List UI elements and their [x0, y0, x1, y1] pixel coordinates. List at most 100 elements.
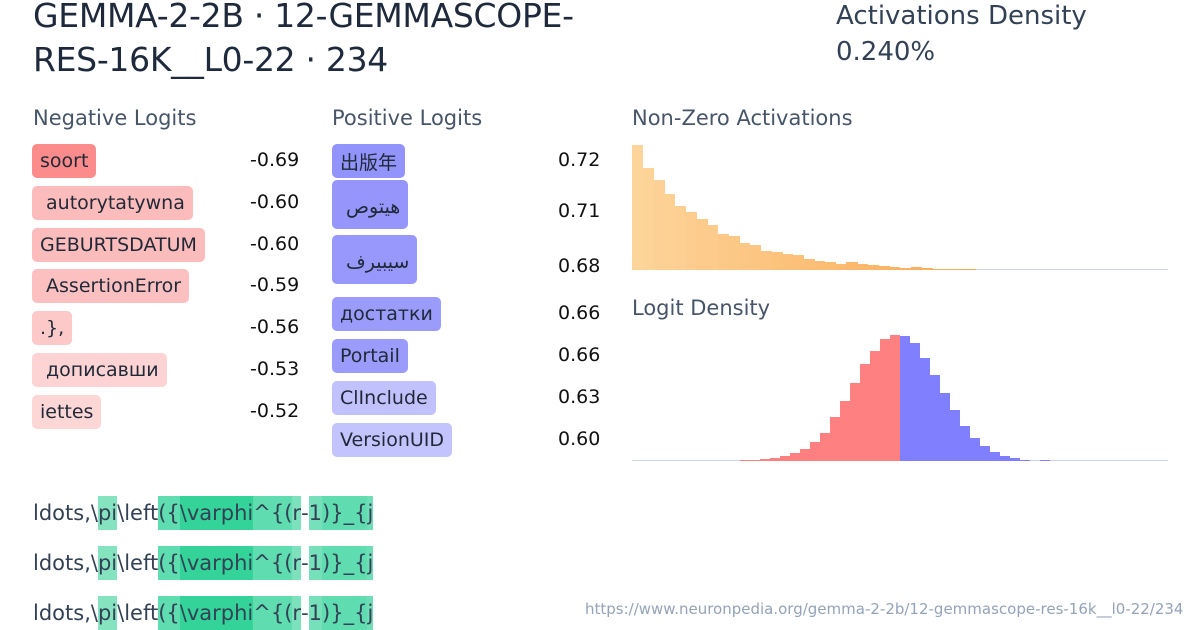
histogram-bar [739, 243, 751, 270]
negative-logit-token: AssertionError [32, 269, 190, 303]
negative-density-bar [850, 382, 861, 461]
positive-logit-row: ClInclude [332, 380, 436, 416]
positive-logit-token: هيتوص [332, 179, 409, 229]
negative-logits-label: Negative Logits [33, 106, 197, 130]
activation-token: ldots,\ [33, 551, 98, 575]
histogram-bar [814, 261, 826, 270]
negative-logit-value: -0.60 [250, 191, 300, 213]
histogram-bar [653, 180, 665, 270]
negative-density-bar [780, 456, 791, 461]
activation-token: \varphi [179, 596, 254, 630]
activation-token: ({ [158, 546, 180, 580]
negative-logit-row: autorytatywna [32, 185, 193, 221]
histogram-bar [674, 206, 687, 270]
activation-token: ({ [158, 596, 180, 630]
positive-logit-token: достатки [332, 297, 441, 331]
positive-density-bar [1020, 459, 1031, 461]
activation-token: pi [97, 496, 118, 530]
negative-logit-value: -0.52 [250, 400, 300, 422]
negative-density-bar [870, 350, 881, 461]
histogram-bar [771, 252, 783, 270]
histogram-bar [792, 255, 805, 270]
negative-logit-token: iettes [32, 395, 102, 429]
activation-token: - [301, 601, 309, 625]
activation-example-line[interactable]: ldots,\ pi \left({\varphi ^{(r -1)}_{j [33, 496, 374, 530]
activation-token: ^{( [253, 496, 293, 530]
activations-density-label: Activations Density [836, 1, 1087, 31]
source-url: https://www.neuronpedia.org/gemma-2-2b/1… [585, 600, 1184, 618]
activation-token: pi [97, 546, 118, 580]
negative-logit-token: GEBURTSDATUM [32, 228, 205, 262]
histogram-bar [857, 264, 869, 270]
positive-logit-value: 0.63 [558, 386, 601, 408]
activation-token: \varphi [179, 496, 254, 530]
page-title: GEMMA-2-2B · 12-GEMMASCOPE-RES-16K__L0-2… [33, 0, 574, 79]
histogram-bar [953, 268, 965, 270]
negative-logit-row: soort [32, 143, 97, 179]
positive-logit-row: 出版年 [332, 143, 406, 179]
activation-token: )}_{ [322, 596, 368, 630]
histogram-bar [760, 251, 772, 270]
activation-token: )}_{ [322, 546, 368, 580]
activation-token: )}_{ [322, 496, 368, 530]
negative-logit-token: .}, [32, 311, 73, 345]
histogram-bar [685, 212, 697, 270]
activation-token: \varphi [179, 546, 254, 580]
positive-density-bar [940, 392, 951, 461]
positive-density-bar [980, 446, 991, 461]
histogram-bar [964, 268, 976, 270]
activation-token: r [292, 496, 302, 530]
activation-token: r [292, 546, 302, 580]
activation-token: 1 [308, 546, 323, 580]
activations-chart-label: Non-Zero Activations [632, 106, 853, 130]
positive-density-bar [960, 426, 971, 461]
negative-density-bar [820, 433, 831, 461]
negative-density-bar [890, 335, 901, 461]
negative-logit-row: iettes [32, 394, 102, 430]
activation-example-line[interactable]: ldots,\ pi \left({\varphi ^{(r -1)}_{j [33, 546, 374, 580]
negative-density-bar [880, 338, 891, 461]
negative-logit-row: .}, [32, 310, 73, 346]
positive-density-bar [1000, 456, 1011, 461]
negative-logit-token: soort [32, 144, 97, 178]
positive-logit-token: ClInclude [332, 381, 436, 415]
negative-density-bar [760, 459, 771, 461]
histogram-bar [910, 267, 922, 270]
positive-density-bar [930, 374, 941, 461]
activation-token: j [367, 596, 374, 630]
negative-logit-value: -0.53 [250, 358, 300, 380]
logit-density-label: Logit Density [632, 296, 771, 320]
activation-token: ({ [158, 496, 180, 530]
activation-token: - [301, 551, 309, 575]
histogram-bar [824, 262, 837, 270]
positive-logit-value: 0.60 [558, 428, 601, 450]
histogram-bar [707, 225, 719, 270]
positive-logit-value: 0.71 [558, 200, 601, 222]
activation-token: \left [117, 601, 159, 625]
positive-logit-value: 0.66 [558, 302, 601, 324]
histogram-bar [846, 262, 858, 270]
positive-logit-row: سيبيرف [332, 234, 418, 284]
activation-token: ^{( [253, 596, 293, 630]
positive-logit-row: достатки [332, 296, 441, 332]
histogram-bar [921, 268, 933, 270]
histogram-bar [717, 234, 729, 270]
negative-logit-row: GEBURTSDATUM [32, 227, 205, 263]
activation-token: ldots,\ [33, 501, 98, 525]
positive-logit-row: Portail [332, 338, 408, 374]
logit-density-histogram [632, 330, 1168, 461]
activations-density: Activations Density 0.240% [836, 0, 1087, 70]
positive-logit-value: 0.68 [558, 255, 601, 277]
activations-density-value: 0.240% [836, 37, 936, 67]
activation-token: r [292, 596, 302, 630]
positive-logit-value: 0.66 [558, 344, 601, 366]
positive-logits-label: Positive Logits [332, 106, 483, 130]
positive-logit-token: 出版年 [332, 144, 406, 178]
histogram-bar [889, 267, 901, 270]
activation-example-line[interactable]: ldots,\ pi \left({\varphi ^{(r -1)}_{j [33, 596, 374, 630]
negative-logit-row: AssertionError [32, 268, 190, 304]
histogram-bar [803, 259, 815, 270]
positive-logit-row: هيتوص [332, 179, 409, 229]
negative-density-bar [770, 458, 781, 461]
non-zero-activations-histogram [632, 140, 1168, 270]
